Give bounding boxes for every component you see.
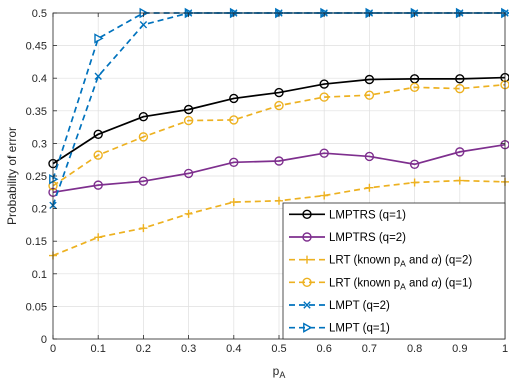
y-tick-label: 0.05 xyxy=(26,301,47,313)
legend-item-5: LMPT (q=2) xyxy=(289,300,390,312)
legend-marker xyxy=(303,255,311,264)
data-point xyxy=(229,157,239,168)
data-point xyxy=(183,168,194,179)
x-tick-label: 0 xyxy=(50,343,56,355)
data-point xyxy=(93,150,103,160)
data-point xyxy=(93,129,103,139)
x-tick-label: 0.8 xyxy=(407,343,422,355)
data-point xyxy=(319,148,329,158)
data-point xyxy=(139,21,148,29)
data-point xyxy=(184,209,193,218)
series-line xyxy=(52,143,506,194)
legend-marker xyxy=(302,209,312,220)
y-tick-label: 0.25 xyxy=(26,171,47,183)
data-point xyxy=(94,233,103,242)
series-line xyxy=(52,76,506,165)
data-point xyxy=(319,79,329,89)
legend: LMPTRS (q=1) LMPTRS (q=2) LRT (known pA an… xyxy=(282,202,506,340)
x-tick-label: 0.5 xyxy=(271,343,286,355)
data-point xyxy=(409,159,420,169)
legend-marker xyxy=(303,301,311,309)
data-point xyxy=(364,90,375,100)
data-point xyxy=(138,176,149,186)
x-tick-label: 0.6 xyxy=(317,343,332,355)
y-tick-label: 0.35 xyxy=(26,106,47,118)
data-point xyxy=(229,93,239,104)
y-tick-label: 0 xyxy=(41,334,47,346)
legend-label: LMPT (q=2) xyxy=(329,300,390,312)
tick-labels: 0 0.1 0.2 0.3 0.4 0.5 0.6 0.7 0.8 0.9 1 0 0.05 0.1 0.1… xyxy=(26,8,508,355)
legend-marker xyxy=(302,232,312,242)
data-point xyxy=(275,196,283,205)
legend-item-1: LMPTRS (q=1) xyxy=(289,209,406,221)
y-tick-label: 0.15 xyxy=(26,236,47,248)
data-point xyxy=(139,224,148,233)
data-point xyxy=(229,198,238,207)
series-line xyxy=(52,83,506,187)
legend-item-6: LMPT (q=1) xyxy=(289,322,390,335)
series-1 xyxy=(48,72,509,169)
x-tick-label: 0.3 xyxy=(181,343,196,355)
x-tick-label: 0.1 xyxy=(91,343,106,355)
y-tick-label: 0.3 xyxy=(32,138,47,150)
legend-label: LMPTRS (q=2) xyxy=(329,232,406,244)
data-point xyxy=(94,33,104,44)
data-point xyxy=(319,92,329,102)
data-point xyxy=(94,72,102,80)
data-point xyxy=(229,115,239,125)
legend-label: LMPTRS (q=1) xyxy=(329,209,406,221)
legend-item-2: LMPTRS (q=2) xyxy=(289,232,406,244)
data-point xyxy=(183,104,194,115)
data-point xyxy=(455,176,464,185)
y-tick-label: 0.5 xyxy=(32,8,47,20)
legend-label: LMPT (q=1) xyxy=(329,323,390,335)
data-point xyxy=(364,74,375,85)
data-point xyxy=(274,100,284,111)
y-tick-label: 0.45 xyxy=(26,41,47,53)
x-tick-label: 0.4 xyxy=(226,343,241,355)
legend-label: LRT (known pA and α) (q=1) xyxy=(329,277,472,291)
legend-label: LRT (known pA and α) (q=2) xyxy=(329,255,472,269)
data-point xyxy=(274,156,284,166)
data-point xyxy=(138,132,149,142)
x-tick-label: 0.7 xyxy=(362,343,377,355)
data-point xyxy=(409,82,420,93)
x-axis-label-sub: A xyxy=(279,370,285,380)
data-point xyxy=(455,74,465,84)
data-point xyxy=(365,183,374,192)
series-4 xyxy=(48,80,509,191)
x-axis-label-base: p xyxy=(273,364,280,378)
data-point xyxy=(364,151,375,162)
data-point xyxy=(320,191,329,200)
x-tick-label: 0.2 xyxy=(136,343,151,355)
data-point xyxy=(455,83,465,94)
y-tick-label: 0.2 xyxy=(32,204,47,216)
data-point xyxy=(410,178,419,187)
data-point xyxy=(183,115,194,126)
y-tick-label: 0.4 xyxy=(32,73,47,85)
legend-item-3: LRT (known pA and α) (q=2) xyxy=(289,255,472,269)
data-point xyxy=(274,87,284,98)
x-axis-label: pA xyxy=(273,364,286,380)
x-tick-label: 0.9 xyxy=(452,343,467,355)
x-tick-label: 1 xyxy=(502,343,508,355)
y-tick-label: 0.1 xyxy=(32,269,47,281)
data-point xyxy=(138,111,149,122)
legend-marker xyxy=(302,277,312,288)
y-axis-label: Probability of error xyxy=(5,127,19,225)
legend-box xyxy=(282,202,506,340)
data-point xyxy=(455,147,465,157)
data-point xyxy=(93,180,103,190)
legend-item-4: LRT (known pA and α) (q=1) xyxy=(289,277,472,291)
legend-marker xyxy=(303,322,313,333)
